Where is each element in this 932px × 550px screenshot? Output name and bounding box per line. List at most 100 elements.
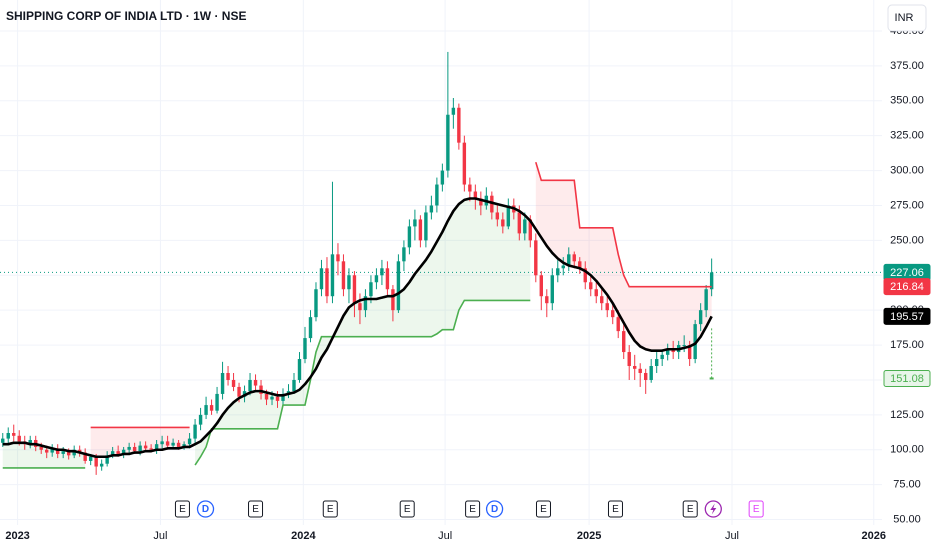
candle-body (226, 372, 230, 380)
event-earnings-icon (465, 500, 481, 518)
event-earnings-icon (322, 500, 338, 518)
candle-body (495, 212, 500, 220)
candle-body (418, 219, 423, 241)
price-tag (883, 278, 931, 296)
candle-body (160, 441, 164, 445)
candle-body (451, 107, 456, 115)
candle-body (45, 449, 49, 453)
candle-body (479, 198, 483, 206)
candle-body (424, 212, 428, 241)
y-tick-label: 350.00 (890, 95, 924, 107)
candle-body (528, 219, 533, 241)
candle-body (649, 366, 653, 380)
supertrend-down-line (90, 161, 712, 429)
candle-body (440, 170, 445, 185)
candle-body (660, 354, 664, 360)
candle-body (39, 446, 43, 450)
candle-body (83, 452, 87, 461)
candle-body (446, 114, 450, 171)
candle-body (682, 345, 686, 347)
event-earnings-icon (607, 500, 623, 518)
y-tick-label: 275.00 (890, 199, 924, 211)
candle-body (171, 442, 175, 446)
candle-body (704, 289, 708, 311)
trend-fill (2, 442, 86, 468)
event-split-bolt (710, 503, 717, 515)
candle-body (457, 107, 461, 143)
candle-body (501, 219, 505, 227)
y-tick-label: 325.00 (890, 130, 924, 142)
y-tick-label: 375.00 (890, 60, 924, 72)
candle-body (303, 338, 307, 360)
candle-body (330, 254, 335, 297)
candle-body (88, 456, 93, 461)
candle-body (462, 142, 467, 185)
candle-body (165, 441, 170, 446)
candle-body (402, 247, 406, 262)
candle-body (583, 268, 587, 283)
candle-body (363, 296, 368, 311)
candle-body (209, 405, 214, 411)
candle-body (72, 449, 76, 456)
candle-body (143, 445, 148, 449)
candle-body (374, 275, 379, 283)
candle-body (545, 296, 549, 304)
y-tick-label: 175.00 (890, 339, 924, 351)
candle-body (633, 366, 637, 369)
candle-body (413, 219, 417, 227)
candle-body (325, 268, 329, 297)
candle-body (600, 296, 604, 304)
supertrend-up-line (2, 299, 531, 469)
candle-body (281, 393, 285, 401)
candle-body (237, 386, 241, 397)
y-tick-label: 75.00 (893, 479, 921, 491)
candle-body (121, 449, 126, 454)
candle-body (55, 448, 60, 454)
x-tick-label: Jul (725, 530, 739, 542)
price-tag (883, 369, 931, 387)
event-label: E (252, 504, 259, 515)
candle-body (638, 368, 642, 373)
x-tick-label: Jul (153, 530, 167, 542)
candle-body (253, 379, 258, 386)
candle-body (468, 184, 472, 192)
currency-label[interactable]: INR (895, 12, 914, 24)
candle-body (264, 393, 269, 400)
currency-button[interactable] (887, 4, 927, 32)
event-earnings-icon (682, 500, 698, 518)
candle-body (380, 268, 384, 276)
candle-body (187, 438, 192, 445)
candle-body (1, 438, 5, 443)
candle-body (127, 446, 131, 450)
price-tags: 227.06 216.84 195.57 151.08 (883, 263, 931, 387)
event-label: E (327, 504, 334, 515)
candle-body (687, 345, 692, 360)
candle-body (396, 261, 401, 311)
candle-body (176, 442, 181, 447)
candle-body (523, 219, 527, 234)
candle-body (654, 359, 659, 367)
candle-body (429, 205, 434, 213)
trend-fill (535, 162, 712, 351)
candle-body (709, 272, 714, 290)
candle-body (506, 205, 511, 227)
candle-body (671, 349, 675, 353)
candle-body (6, 433, 10, 439)
event-label: E (753, 504, 760, 515)
event-label: D (202, 504, 209, 515)
candle-body (556, 268, 560, 276)
candle-body (589, 282, 593, 290)
candle-body (220, 372, 225, 394)
candle-body (319, 268, 324, 290)
candle-body (616, 317, 620, 332)
plot-area (0, 51, 882, 475)
candle-body (643, 372, 648, 380)
price-tag-label: 151.08 (890, 373, 924, 385)
candle-body (407, 226, 412, 248)
candle-body (308, 317, 313, 339)
event-label: E (179, 504, 186, 515)
candle-body (698, 310, 703, 325)
candle-body (275, 396, 280, 401)
candle-body (341, 261, 346, 290)
